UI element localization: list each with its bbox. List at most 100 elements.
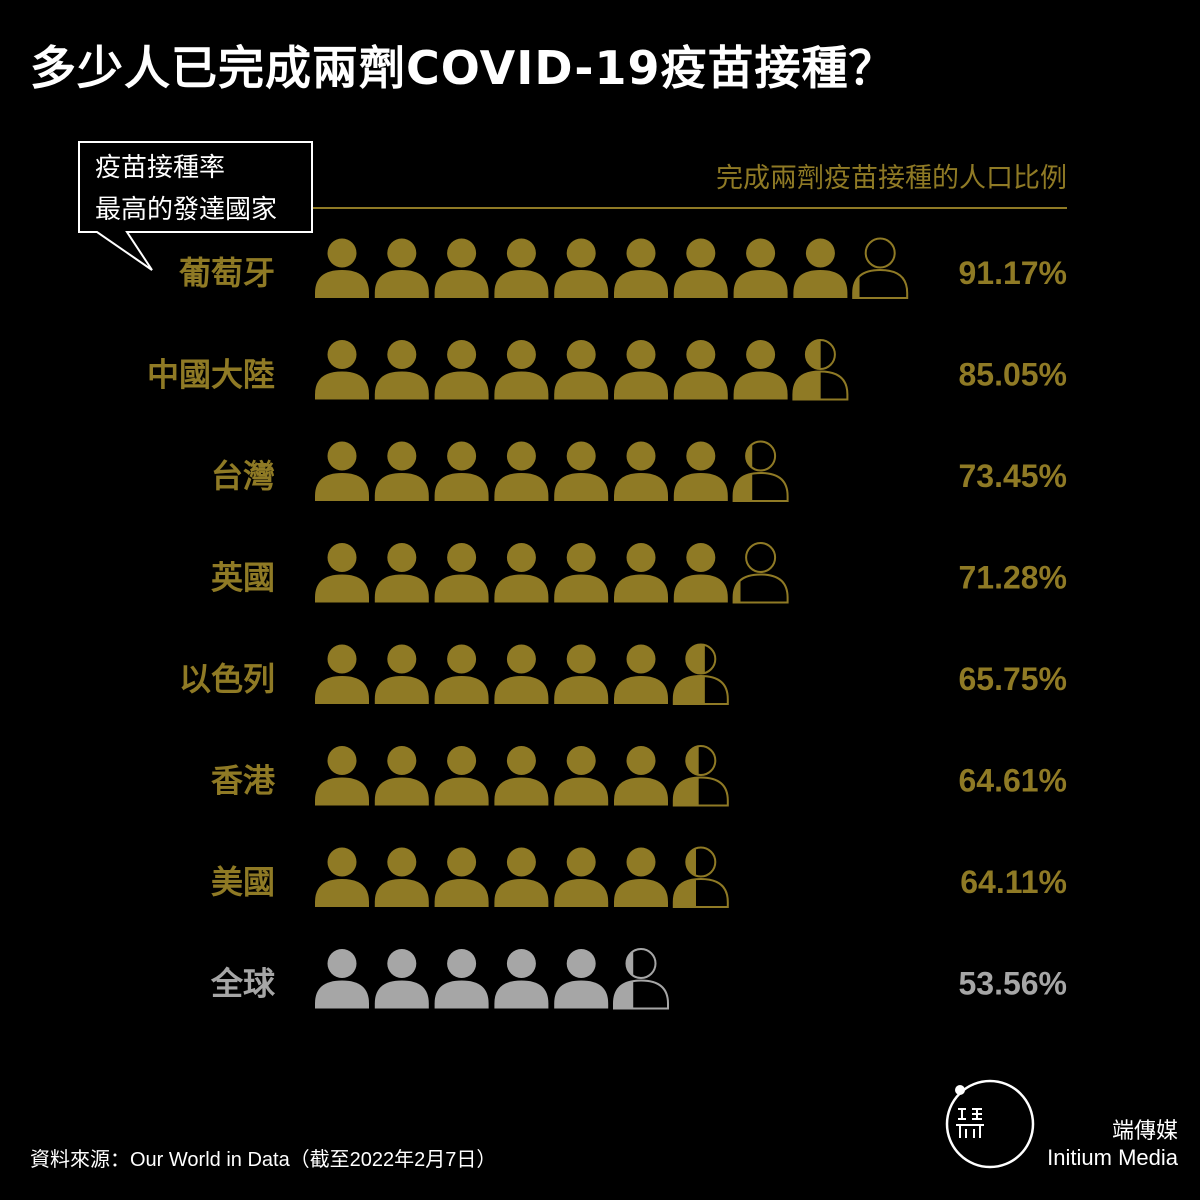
person-icon-body [554, 777, 609, 806]
partial-person-outline-head [745, 542, 777, 573]
person-icon-head [327, 441, 357, 471]
partial-person-outline [732, 542, 789, 604]
person-icon-body [614, 676, 668, 704]
partial-person-fill [733, 580, 741, 603]
person-icon-body [315, 676, 369, 704]
person-icon-head [506, 746, 536, 775]
partial-person-outline [672, 745, 729, 807]
person-icon-body [554, 473, 609, 501]
person-icon-body [374, 473, 429, 501]
person-icon [315, 441, 369, 501]
person-icon-body [315, 473, 369, 501]
person-icon-body [315, 777, 369, 806]
chart-row: 美國 64.11% [211, 846, 1067, 908]
value-label: 73.45% [958, 458, 1067, 494]
partial-person-outline-body [732, 573, 789, 604]
category-label: 以色列 [179, 660, 275, 698]
chart-subtitle: 完成兩劑疫苗接種的人口比例 [716, 163, 1067, 194]
partial-person-outline-head [685, 643, 717, 675]
person-icon-body [315, 574, 369, 603]
partial-person-outline [792, 339, 849, 401]
chart-row: 全球 53.56% [210, 948, 1067, 1010]
person-icon-body [434, 879, 489, 907]
person-icon [554, 746, 609, 806]
person-icon-head [805, 238, 835, 268]
partial-person-outline-body [613, 979, 669, 1010]
partial-person-fill [853, 276, 860, 298]
person-icon [673, 238, 728, 298]
category-label: 全球 [210, 965, 276, 1003]
person-icon-head [626, 340, 656, 369]
person-icon-body [554, 574, 609, 603]
person-icon-head [387, 847, 417, 877]
partial-person-fill-body [673, 676, 705, 704]
partial-person-outline-body [672, 877, 729, 908]
person-icon-head [327, 340, 357, 369]
person-icon-head [566, 949, 596, 978]
value-label: 64.11% [960, 864, 1067, 900]
person-icon [315, 543, 369, 603]
person-icon [494, 847, 549, 907]
partial-person-fill-body [853, 276, 860, 298]
chart-row: 台灣 73.45% [211, 440, 1067, 502]
person-icon-body [374, 270, 429, 298]
person-icon-body [614, 879, 668, 907]
person-icon-head [447, 340, 477, 369]
partial-person-fill [673, 644, 705, 704]
person-icon-body [434, 777, 489, 806]
partial-person-outline-body [852, 268, 909, 299]
person-icon-head [506, 644, 536, 674]
person-icon-body [434, 574, 489, 603]
person-icon-head [686, 238, 716, 268]
person-icon-head [626, 543, 656, 572]
person-icon [554, 847, 609, 907]
person-icon-body [614, 574, 668, 603]
callout-box [78, 141, 313, 271]
person-icon-head [506, 847, 536, 877]
person-icon-head [327, 543, 357, 572]
person-icon [434, 543, 489, 603]
person-icon-body [494, 980, 549, 1009]
partial-person-outline [672, 643, 729, 705]
chart-row: 英國 71.28% [211, 542, 1067, 604]
value-label: 71.28% [958, 560, 1067, 596]
person-icon-body [374, 879, 429, 907]
person-icon-head [447, 238, 477, 268]
person-icon [494, 644, 549, 704]
partial-person-fill-head [686, 644, 705, 674]
person-icon-body [554, 270, 609, 298]
person-icon-head [626, 441, 656, 471]
person-icon-body [374, 676, 429, 704]
person-icon-head [566, 238, 596, 268]
person-icon-head [506, 949, 536, 978]
person-icon-head [447, 644, 477, 674]
partial-person-fill-body [733, 473, 753, 501]
person-icon-body [315, 980, 369, 1009]
person-icon-body [434, 676, 489, 704]
person-icon [614, 340, 668, 400]
category-label: 中國大陸 [147, 356, 275, 394]
person-icon [614, 441, 668, 501]
person-icon [315, 644, 369, 704]
partial-person-outline-body [732, 471, 789, 502]
person-icon-head [566, 847, 596, 877]
person-icon-body [673, 574, 728, 603]
person-icon [614, 238, 668, 298]
person-icon-body [614, 473, 668, 501]
brand-name-en: Initium Media [1047, 1145, 1178, 1170]
person-icon [554, 543, 609, 603]
person-icon-body [554, 676, 609, 704]
person-icon [374, 543, 429, 603]
partial-person-fill-body [733, 580, 741, 603]
partial-person-outline-body [792, 370, 849, 401]
person-icon-body [673, 473, 728, 501]
person-icon [554, 441, 609, 501]
person-icon-head [506, 340, 536, 369]
person-icon-head [447, 543, 477, 572]
callout-line-2: 最高的發達國家 [95, 195, 278, 225]
person-icon-body [494, 371, 549, 400]
person-icon-head [387, 746, 417, 775]
person-icon [434, 847, 489, 907]
person-icon-body [315, 371, 369, 400]
